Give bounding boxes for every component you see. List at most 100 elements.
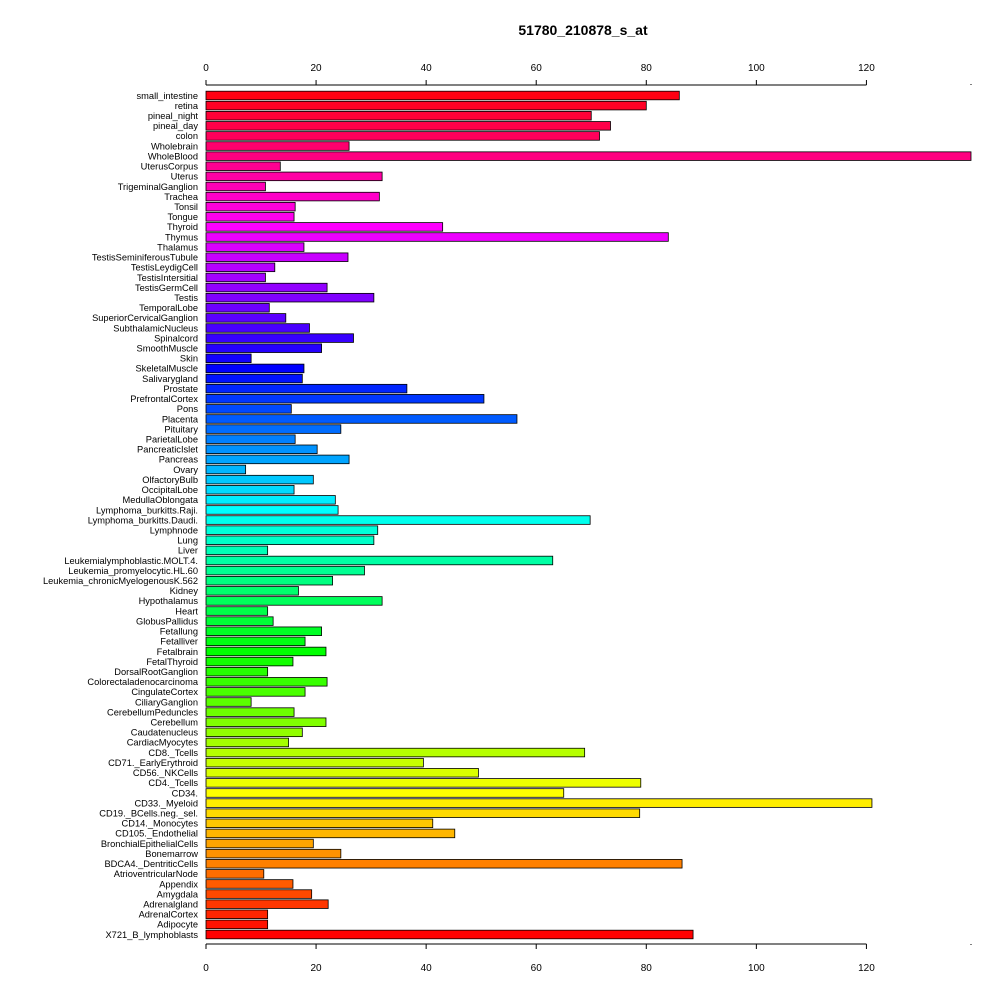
category-label: Lung (177, 536, 198, 546)
category-label: CerebellumPeduncles (107, 707, 198, 717)
category-label: Tonsil (174, 202, 198, 212)
bar-Fetallung (205, 626, 322, 636)
bar-Testis (205, 292, 375, 303)
category-label: PancreaticIslet (137, 445, 198, 455)
x-tick-label: 20 (311, 963, 323, 974)
bar-SmoothMuscle (205, 343, 322, 353)
bar-Bonemarrow (205, 848, 342, 859)
category-label: CingulateCortex (131, 687, 198, 697)
category-label: TestisLeydigCell (131, 263, 198, 273)
bar-Lymphnode (205, 525, 379, 535)
category-label: TrigeminalGanglion (118, 182, 198, 192)
bar-CiliaryGanglion (205, 697, 252, 707)
x-tick-label: 100 (748, 963, 765, 974)
category-label: GlobusPallidus (136, 616, 198, 626)
x-tick-label: 20 (311, 63, 323, 74)
bar-retina (205, 100, 647, 111)
bar-CD4._Tcells (205, 778, 642, 788)
category-label: Leukemialymphoblastic.MOLT.4. (64, 556, 198, 566)
category-label: CD8._Tcells (148, 748, 198, 758)
bar-BDCA4._DentriticCells (205, 859, 683, 869)
bar-Skin (205, 353, 252, 364)
bar-TestisSeminiferousTubule (205, 252, 349, 262)
bar-Lymphoma_burkitts.Daudi. (205, 515, 591, 525)
bar-Colorectaladenocarcinoma (205, 677, 328, 687)
category-label: Lymphoma_burkitts.Daudi. (88, 515, 198, 525)
category-label: Tongue (167, 212, 198, 222)
chart-title: 51780_210878_s_at (518, 22, 648, 38)
bar-Adipocyte (205, 919, 269, 930)
bar-Prostate (205, 383, 408, 394)
bar-FetalThyroid (205, 656, 294, 667)
x-tick-label: 0 (203, 963, 209, 974)
bar-Adrenalgland (205, 899, 329, 909)
category-label: colon (176, 131, 198, 141)
category-label: Appendix (159, 879, 198, 889)
bar-Pituitary (205, 424, 342, 434)
category-label: BDCA4._DentriticCells (104, 859, 198, 869)
bar-colon (205, 131, 600, 141)
category-label: Amygdala (157, 889, 199, 899)
bar-Tonsil (205, 201, 296, 212)
bar-CD56._NKCells (205, 768, 479, 778)
bar-CingulateCortex (205, 687, 306, 697)
category-label: CD34. (172, 788, 198, 798)
bar-CD19._BCells.neg._sel. (205, 808, 641, 818)
bar-Fetalbrain (205, 646, 327, 657)
category-label: Fetalbrain (157, 647, 198, 657)
bar-Fetalliver (205, 636, 306, 647)
bar-Ovary (205, 464, 247, 475)
bar-Liver (205, 545, 269, 556)
bar-X721_B_lymphoblasts (205, 929, 694, 940)
bar-CardiacMyocytes (205, 737, 289, 748)
category-label: X721_B_lymphoblasts (105, 930, 198, 940)
category-label: Heart (175, 606, 198, 616)
bar-WholeBlood (205, 151, 972, 161)
bar-Salivarygland (205, 373, 303, 384)
bar-small_intestine (205, 90, 680, 101)
x-tick-label: 0 (203, 63, 209, 74)
bar-AdrenalCortex (205, 909, 269, 919)
bar-Hypothalamus (205, 596, 383, 606)
category-label: PrefrontalCortex (130, 394, 198, 404)
category-label: retina (175, 101, 199, 111)
bar-Trachea (205, 191, 380, 202)
bar-TestisIntersitial (205, 272, 266, 283)
category-label: Colorectaladenocarcinoma (87, 677, 198, 687)
bar-CD71._EarlyErythroid (205, 757, 424, 768)
bar-Caudatenucleus (205, 727, 303, 738)
bar-Placenta (205, 414, 518, 424)
bar-CD34. (205, 788, 565, 798)
category-label: BronchialEpithelialCells (101, 839, 199, 849)
category-label: Pons (177, 404, 199, 414)
bar-Wholebrain (205, 141, 350, 151)
category-label: Wholebrain (151, 141, 198, 151)
bar-Thyroid (205, 222, 444, 232)
category-label: Thalamus (157, 242, 198, 252)
bar-PancreaticIslet (205, 444, 318, 455)
bar-Amygdala (205, 889, 313, 899)
category-label: ParietalLobe (146, 434, 198, 444)
category-label: Trachea (164, 192, 199, 202)
category-label: pineal_night (148, 111, 199, 121)
category-label: Spinalcord (154, 333, 198, 343)
category-label: Placenta (162, 414, 199, 424)
category-label: CD105._Endothelial (115, 829, 198, 839)
category-label: Lymphnode (150, 525, 198, 535)
category-label: Adrenalgland (143, 899, 198, 909)
category-label: FetalThyroid (146, 657, 198, 667)
bar-Tongue (205, 212, 295, 222)
bar-Lymphoma_burkitts.Raji. (205, 505, 339, 515)
bar-CerebellumPeduncles (205, 707, 295, 717)
bar-Kidney (205, 586, 299, 596)
bottom-x-axis: 0 20 40 60 80 100 120 (203, 943, 972, 974)
bars-group (205, 90, 972, 940)
category-label: SkeletalMuscle (135, 364, 198, 374)
category-label: SuperiorCervicalGanglion (92, 313, 198, 323)
category-label: Hypothalamus (139, 596, 199, 606)
category-label: DorsalRootGanglion (114, 667, 198, 677)
bar-TestisLeydigCell (205, 262, 276, 273)
bar-pineal_day (205, 121, 611, 131)
bar-GlobusPallidus (205, 616, 274, 626)
